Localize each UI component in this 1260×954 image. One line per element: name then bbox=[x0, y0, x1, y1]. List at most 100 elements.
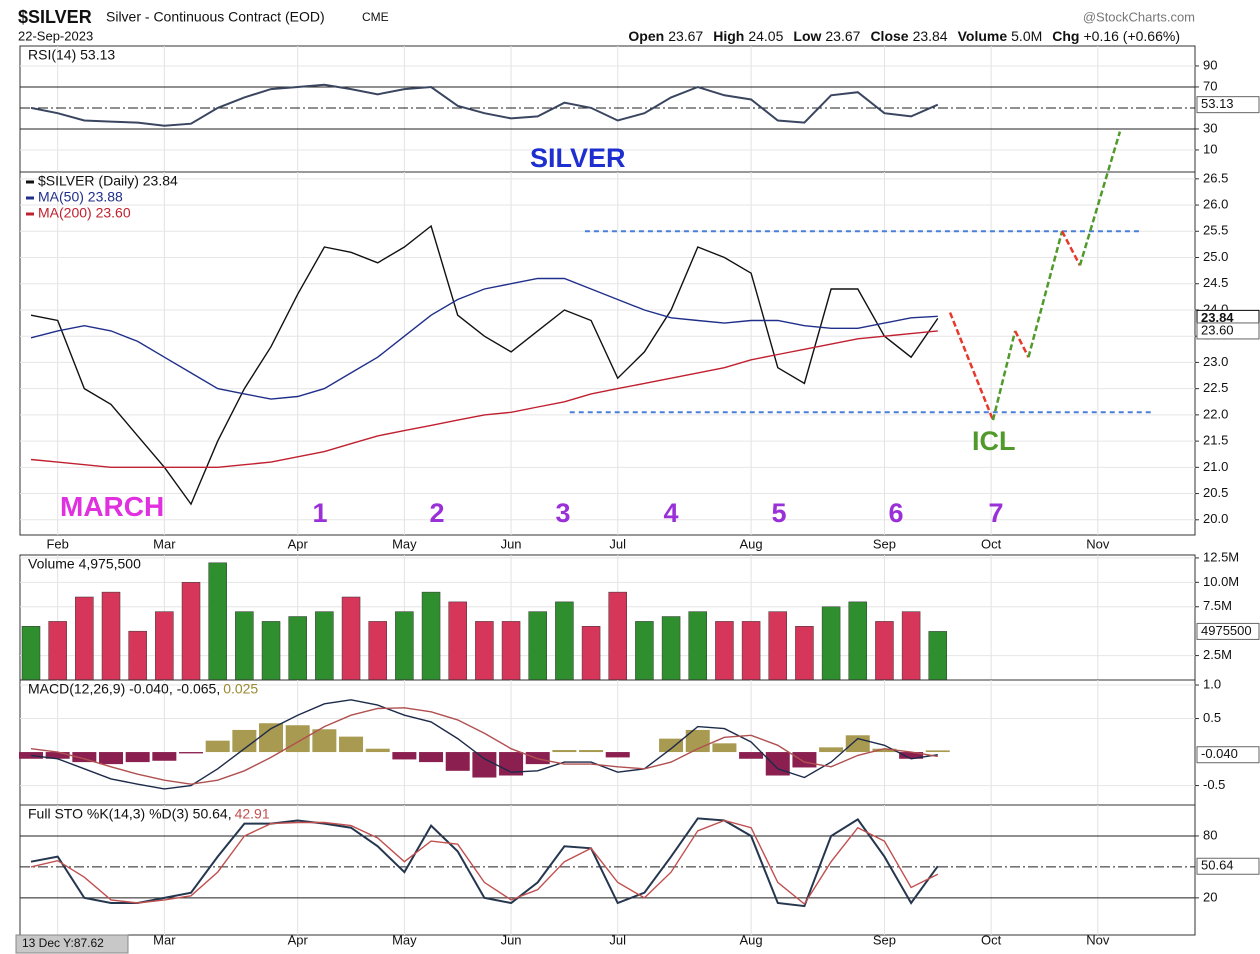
y-tick-label: -0.5 bbox=[1203, 777, 1225, 792]
value-tag-box bbox=[1196, 96, 1260, 114]
projection-segment bbox=[1060, 230, 1082, 266]
x-tick-label: Apr bbox=[288, 536, 309, 551]
panel bbox=[19, 171, 1196, 536]
instrument-name: Silver - Continuous Contract (EOD) bbox=[106, 9, 325, 25]
legend-entry: Full STO %K(14,3) %D(3) 50.64, bbox=[28, 806, 232, 822]
legend-entry: RSI(14) 53.13 bbox=[28, 47, 115, 63]
x-tick-label: May bbox=[392, 536, 417, 551]
symbol: $SILVER bbox=[18, 7, 92, 27]
value-tag: 53.13 bbox=[1201, 96, 1234, 111]
projection-segment bbox=[948, 312, 995, 421]
histogram-bar bbox=[152, 752, 177, 761]
histogram-bar bbox=[259, 723, 284, 753]
volume-bar bbox=[848, 601, 868, 681]
y-tick-label: 23.0 bbox=[1203, 354, 1228, 369]
y-tick-label: 10.0M bbox=[1203, 574, 1239, 589]
quote-value: 23.84 bbox=[913, 28, 948, 44]
series-line bbox=[30, 224, 939, 506]
series-line bbox=[30, 330, 938, 468]
projection-segment bbox=[1027, 230, 1064, 358]
quote-label: High bbox=[713, 28, 744, 44]
y-tick-label: 26.0 bbox=[1203, 196, 1228, 211]
legend-entry: 0.025 bbox=[223, 681, 258, 697]
value-tag: 4975500 bbox=[1201, 623, 1252, 638]
x-tick-label: Aug bbox=[740, 536, 763, 551]
volume-bar bbox=[741, 621, 761, 681]
volume-bar bbox=[208, 562, 227, 681]
x-tick-label: Apr bbox=[288, 932, 309, 947]
x-tick-label: May bbox=[392, 932, 417, 947]
y-tick-label: 1.0 bbox=[1203, 676, 1221, 691]
quote-value: 23.67 bbox=[825, 28, 860, 44]
histogram-bar bbox=[232, 729, 257, 753]
x-tick-label: Mar bbox=[153, 536, 176, 551]
y-tick-label: 90 bbox=[1203, 57, 1217, 72]
cycle-label: 6 bbox=[888, 498, 903, 528]
bottom-label: 13 Dec Y:87.62 bbox=[22, 936, 104, 950]
histogram-bar bbox=[605, 752, 630, 758]
y-tick-label: 22.0 bbox=[1203, 406, 1228, 421]
x-tick-label: Oct bbox=[981, 536, 1002, 551]
x-tick-label: Jun bbox=[501, 536, 522, 551]
quote-label: Low bbox=[793, 28, 821, 44]
quote-value: +0.16 (+0.66%) bbox=[1083, 28, 1180, 44]
y-tick-label: 25.0 bbox=[1203, 249, 1228, 264]
histogram-bar bbox=[339, 736, 364, 753]
x-tick-label: Nov bbox=[1086, 932, 1110, 947]
volume-bar bbox=[48, 621, 67, 681]
value-tag: 50.64 bbox=[1201, 858, 1234, 873]
histogram-bar bbox=[179, 752, 204, 754]
x-tick-label: Sep bbox=[873, 536, 896, 551]
panel bbox=[19, 679, 1196, 806]
y-tick-label: 0.5 bbox=[1203, 710, 1221, 725]
y-tick-label: 2.5M bbox=[1203, 647, 1232, 662]
cycle-labels: 1 2 3 4 5 6 7 bbox=[312, 498, 1003, 528]
source: @StockCharts.com bbox=[1083, 9, 1195, 24]
volume-bar bbox=[901, 611, 921, 681]
cycle-label: 1 bbox=[312, 498, 327, 528]
projection-segment bbox=[1014, 330, 1030, 358]
x-tick-label: Feb bbox=[46, 536, 68, 551]
volume-bar bbox=[181, 582, 201, 681]
y-tick-label: 7.5M bbox=[1203, 598, 1232, 613]
volume-bar bbox=[101, 591, 121, 681]
volume-bar bbox=[128, 630, 147, 681]
quote: Open 23.67 High 24.05 Low 23.67 Close 23.84 Volu… bbox=[628, 28, 1180, 44]
cycle-label: 3 bbox=[555, 498, 570, 528]
legend-entry: MACD(12,26,9) -0.040, -0.065, bbox=[28, 681, 220, 697]
volume-bar bbox=[395, 611, 414, 681]
x-tick-label: Oct bbox=[981, 932, 1002, 947]
histogram-bar bbox=[579, 750, 604, 753]
y-tick-label: 24.5 bbox=[1203, 275, 1228, 290]
y-tick-label: 30 bbox=[1203, 120, 1217, 135]
volume-bar bbox=[768, 611, 788, 681]
y-tick-label: 70 bbox=[1203, 78, 1217, 93]
x-tick-label: Mar bbox=[153, 932, 176, 947]
value-tag: 23.84 bbox=[1201, 310, 1234, 325]
quote-label: Chg bbox=[1052, 28, 1079, 44]
projection-segment bbox=[991, 330, 1017, 421]
legend-entry: MA(200) 23.60 bbox=[38, 205, 131, 221]
volume-bar bbox=[421, 591, 441, 681]
value-tag: 23.60 bbox=[1201, 322, 1234, 337]
cycle-label: 5 bbox=[771, 498, 786, 528]
histogram-bar bbox=[792, 752, 817, 768]
bottom-label-box bbox=[15, 934, 129, 954]
value-tag-box bbox=[1196, 322, 1260, 340]
series-line bbox=[30, 819, 939, 906]
volume-bar bbox=[661, 616, 681, 681]
histogram-bar bbox=[845, 735, 870, 753]
y-tick-label: 80 bbox=[1203, 827, 1217, 842]
y-tick-label: 20.0 bbox=[1203, 511, 1228, 526]
histogram-bar bbox=[925, 750, 950, 753]
histogram-bar bbox=[872, 748, 897, 753]
quote-value: 24.05 bbox=[748, 28, 783, 44]
histogram-bar bbox=[125, 752, 150, 763]
histogram-bar bbox=[739, 752, 764, 759]
series-line bbox=[30, 707, 938, 785]
series-line bbox=[30, 817, 939, 908]
volume-bar bbox=[235, 611, 254, 681]
volume-bar bbox=[581, 626, 601, 681]
histogram-bar bbox=[312, 729, 337, 753]
